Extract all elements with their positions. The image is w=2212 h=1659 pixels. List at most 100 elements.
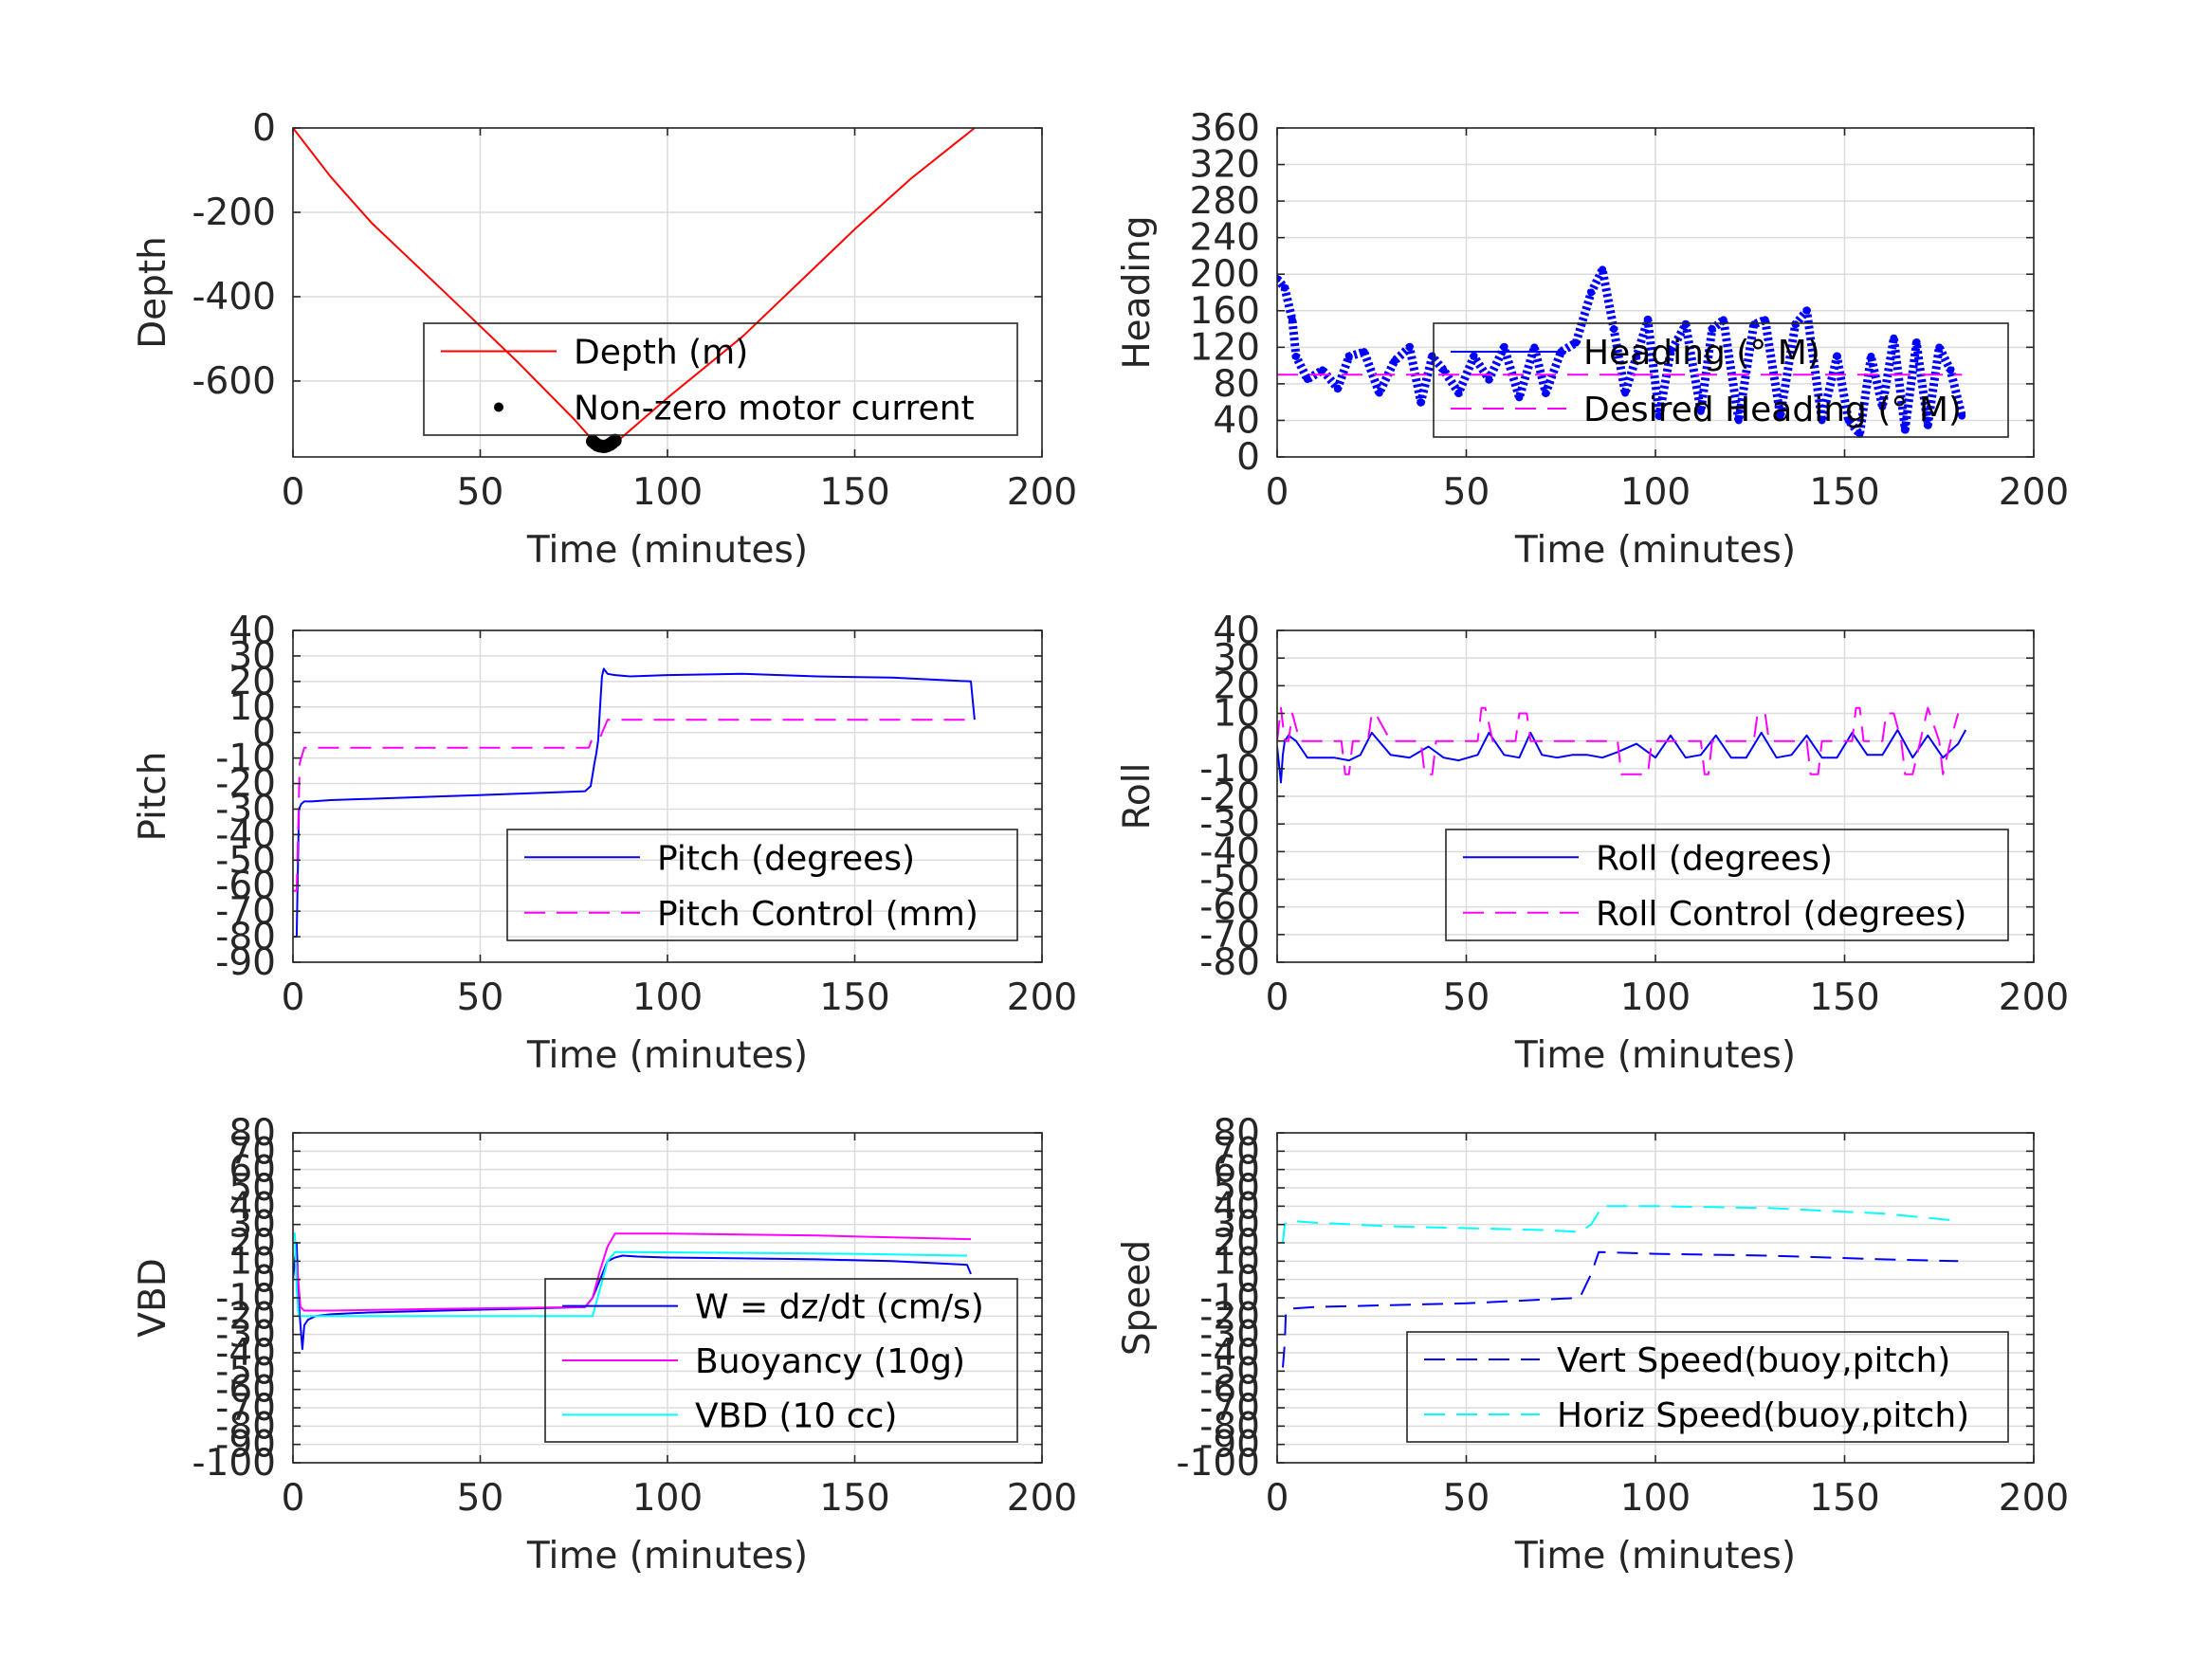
legend-label: Pitch Control (mm) xyxy=(657,895,978,934)
vbd-subplot: 0 50 100 150 200-100-90-80-70-60-50-40-30-20… xyxy=(132,1112,1077,1577)
series-heading-m-point xyxy=(1454,389,1463,397)
x-tick-label: 150 xyxy=(1809,1477,1879,1520)
x-axis-label: Time (minutes) xyxy=(526,1535,808,1577)
x-axis-label: Time (minutes) xyxy=(1514,1535,1796,1577)
y-tick-label: 30 xyxy=(229,635,276,678)
x-tick-label: 0 xyxy=(282,976,305,1019)
y-tick-label: 30 xyxy=(1213,637,1260,680)
legend-label: Depth (m) xyxy=(574,334,748,373)
series-heading-m-point xyxy=(1935,343,1944,352)
y-tick-label: 320 xyxy=(1190,144,1260,187)
y-axis-label: Depth xyxy=(132,236,174,349)
y-tick-label: -20 xyxy=(1199,775,1260,818)
x-tick-label: 100 xyxy=(1620,471,1691,514)
y-tick-label: 50 xyxy=(1213,1167,1260,1210)
y-tick-label: 60 xyxy=(1213,1149,1260,1192)
x-tick-label: 100 xyxy=(1620,1477,1691,1520)
y-tick-label: 0 xyxy=(1236,1259,1260,1302)
legend-label: Roll Control (degrees) xyxy=(1596,895,1966,934)
y-axis-label: Heading xyxy=(1116,215,1159,369)
x-tick-label: 50 xyxy=(1443,471,1490,514)
x-tick-label: 50 xyxy=(457,976,504,1019)
y-tick-label: 10 xyxy=(1213,693,1260,736)
y-tick-label: 280 xyxy=(1190,180,1260,223)
x-axis-label: Time (minutes) xyxy=(526,529,808,572)
y-tick-label: -20 xyxy=(1199,1295,1260,1338)
x-tick-label: 150 xyxy=(819,976,889,1019)
series-heading-m-point xyxy=(1515,393,1524,402)
y-tick-label: -30 xyxy=(215,1314,276,1357)
series-heading-m-point xyxy=(1924,421,1932,429)
y-tick-label: 40 xyxy=(1213,1185,1260,1228)
y-tick-label: -400 xyxy=(192,276,276,319)
y-tick-label: 20 xyxy=(1213,1222,1260,1265)
y-tick-label: 0 xyxy=(1236,436,1260,479)
legend: Heading (° M) Desired Heading (° M) xyxy=(1433,322,2009,438)
y-tick-label: -50 xyxy=(215,839,276,882)
series-buoyancy-10g xyxy=(293,1232,971,1312)
x-tick-label: 100 xyxy=(632,1477,703,1520)
x-tick-label: 150 xyxy=(819,1477,889,1520)
y-axis-label: Speed xyxy=(1116,1240,1159,1356)
series-heading-m-point xyxy=(1901,426,1910,434)
y-tick-label: -50 xyxy=(1199,1350,1260,1393)
series-heading-m-point xyxy=(1500,343,1508,352)
legend-label: Pitch (degrees) xyxy=(657,839,915,878)
series-vert-speed-buoy-pitch xyxy=(1282,1250,1959,1368)
series-heading-m-point xyxy=(1644,316,1653,324)
legend: Vert Speed(buoy,pitch) Horiz Speed(buoy,p… xyxy=(1406,1331,2009,1443)
series-heading-m-point xyxy=(1439,366,1448,374)
y-tick-label: 40 xyxy=(1213,399,1260,442)
pitch-subplot: 0 50 100 150 200-90-80-70-60-50-40-30-20-100… xyxy=(132,610,1077,1077)
legend-label: W = dz/dt (cm/s) xyxy=(695,1288,984,1327)
y-tick-label: 50 xyxy=(229,1167,276,1210)
y-tick-label: 40 xyxy=(229,610,276,652)
series-heading-m-point xyxy=(1344,352,1353,360)
y-tick-label: 160 xyxy=(1190,290,1260,333)
legend-label: Horiz Speed(buoy,pitch) xyxy=(1557,1396,1969,1435)
series-group xyxy=(293,1232,972,1351)
y-tick-label: 0 xyxy=(252,712,276,755)
x-tick-label: 100 xyxy=(632,976,703,1019)
series-group xyxy=(1277,706,1967,784)
y-tick-label: 30 xyxy=(229,1204,276,1247)
legend-label: Non-zero motor current xyxy=(574,390,975,428)
y-tick-label: -70 xyxy=(215,1387,276,1430)
y-tick-label: -30 xyxy=(215,788,276,830)
y-tick-label: -60 xyxy=(215,1369,276,1412)
series-heading-m-point xyxy=(1654,411,1663,420)
x-tick-label: 50 xyxy=(457,1477,504,1520)
series-horiz-speed-buoy-pitch xyxy=(1282,1205,1959,1244)
x-tick-label: 0 xyxy=(282,471,305,514)
x-tick-label: 50 xyxy=(1443,1477,1490,1520)
x-tick-label: 0 xyxy=(1266,471,1289,514)
y-tick-label: -40 xyxy=(1199,1332,1260,1375)
y-tick-label: -40 xyxy=(1199,830,1260,873)
series-group xyxy=(293,667,976,939)
legend: W = dz/dt (cm/s) Buoyancy (10g) VBD (10 cc… xyxy=(544,1278,1018,1443)
y-tick-label: -80 xyxy=(1199,941,1260,984)
y-tick-label: -60 xyxy=(1199,1369,1260,1412)
legend-label: Buoyancy (10g) xyxy=(695,1342,965,1381)
series-group xyxy=(1277,264,1966,439)
series-heading-m-point xyxy=(1890,334,1898,342)
series-heading-m-point xyxy=(1530,343,1539,352)
y-tick-label: -50 xyxy=(215,1350,276,1393)
y-tick-label: 70 xyxy=(1213,1130,1260,1173)
legend-label: Desired Heading (° M) xyxy=(1583,391,1962,429)
series-pitch-degrees xyxy=(293,667,976,939)
legend-marker xyxy=(494,402,503,412)
series-heading-m-point xyxy=(1610,325,1618,334)
series-group xyxy=(293,127,976,453)
legend: Depth (m) Non-zero motor current xyxy=(423,322,1018,436)
y-tick-label: 120 xyxy=(1190,326,1260,369)
y-tick-label: 20 xyxy=(1213,665,1260,707)
y-tick-label: 0 xyxy=(1236,720,1260,763)
series-heading-m-point xyxy=(1288,316,1296,324)
y-tick-label: -20 xyxy=(215,763,276,806)
y-tick-label: 10 xyxy=(1213,1240,1260,1283)
y-tick-label: -60 xyxy=(1199,886,1260,929)
x-tick-label: 200 xyxy=(1999,976,2069,1019)
series-heading-m-point xyxy=(1280,283,1289,292)
series-heading-m-point xyxy=(1333,384,1342,392)
